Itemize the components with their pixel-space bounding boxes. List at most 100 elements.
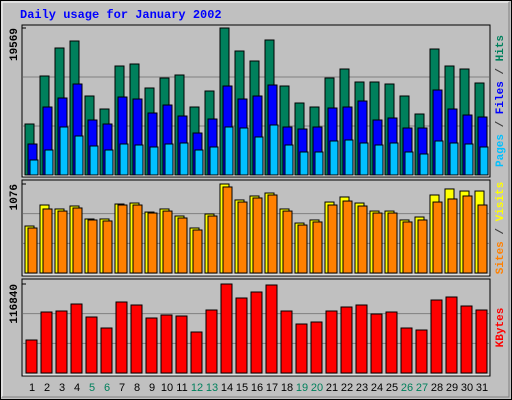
bar <box>57 210 68 274</box>
x-tick-label: 7 <box>119 382 125 394</box>
bar <box>117 204 128 274</box>
bar <box>402 221 413 274</box>
x-tick-label: 19 <box>296 382 308 394</box>
bar <box>344 139 354 176</box>
x-tick-label: 31 <box>476 382 488 394</box>
x-tick-label: 23 <box>356 382 368 394</box>
bar <box>27 227 38 274</box>
bar <box>267 194 278 274</box>
bar <box>400 327 413 374</box>
bar <box>29 159 39 176</box>
bar <box>175 315 188 374</box>
bar <box>192 229 203 274</box>
x-tick-label: 11 <box>176 382 187 394</box>
bar <box>374 144 384 176</box>
x-tick-label: 21 <box>326 382 338 394</box>
bar <box>479 146 489 176</box>
legend-entry: Pages <box>495 134 507 167</box>
x-tick-label: 8 <box>134 382 140 394</box>
x-tick-label: 1 <box>29 382 35 394</box>
bar <box>55 310 68 374</box>
legend-entry: Sites <box>495 241 507 274</box>
x-tick-label: 14 <box>221 382 233 394</box>
legend-entry: Visits <box>495 182 507 222</box>
bar <box>85 316 98 374</box>
bar <box>464 143 474 176</box>
bar <box>42 208 53 274</box>
bar <box>325 310 338 374</box>
bar <box>132 204 143 274</box>
legend-entry: Files <box>495 81 507 114</box>
x-tick-label: 9 <box>149 382 155 394</box>
bar <box>269 124 279 176</box>
bar <box>340 306 353 374</box>
bar <box>419 153 429 176</box>
chart-title: Daily usage for January 2002 <box>20 8 222 22</box>
bar <box>295 323 308 374</box>
bar <box>102 220 113 274</box>
y-tick-label: 19569 <box>9 28 21 61</box>
bar <box>209 146 219 176</box>
bar <box>297 224 308 274</box>
bar <box>134 144 144 176</box>
y-tick-label: 116840 <box>9 284 21 324</box>
bar <box>250 291 263 374</box>
bar <box>222 186 233 274</box>
x-tick-label: 3 <box>59 382 65 394</box>
bar <box>179 142 189 176</box>
bar <box>149 146 159 176</box>
legend-separator: / <box>495 221 507 241</box>
bar <box>327 204 338 274</box>
x-tick-label: 17 <box>266 382 278 394</box>
bar <box>119 143 129 176</box>
bar <box>207 215 218 274</box>
legend: KBytes <box>495 308 507 348</box>
bar <box>282 210 293 274</box>
x-tick-label: 20 <box>311 382 323 394</box>
x-tick-label: 13 <box>206 382 218 394</box>
bar <box>164 143 174 176</box>
bar <box>475 309 488 374</box>
bar <box>220 283 233 374</box>
x-tick-label: 26 <box>401 382 413 394</box>
bar <box>460 305 473 374</box>
bar <box>237 201 248 274</box>
bar <box>387 212 398 274</box>
bar <box>190 331 203 374</box>
bar <box>40 311 53 374</box>
bar <box>239 127 249 176</box>
bar <box>115 301 128 374</box>
x-tick-label: 22 <box>341 382 353 394</box>
x-tick-label: 5 <box>89 382 95 394</box>
bar <box>417 219 428 274</box>
x-tick-label: 30 <box>461 382 473 394</box>
bar <box>342 200 353 274</box>
x-tick-label: 24 <box>371 382 383 394</box>
legend-entry: Hits <box>495 35 507 61</box>
bar <box>87 219 98 274</box>
legend: Pages / Files / Hits <box>495 35 507 167</box>
bar <box>389 142 399 176</box>
x-tick-label: 25 <box>386 382 398 394</box>
bar <box>284 144 294 176</box>
legend: Sites / Visits <box>495 182 507 274</box>
x-tick-label: 10 <box>161 382 173 394</box>
bar <box>312 221 323 274</box>
bar <box>59 126 69 176</box>
bar <box>359 142 369 176</box>
x-tick-label: 18 <box>281 382 293 394</box>
x-tick-label: 12 <box>191 382 203 394</box>
bar <box>160 314 173 374</box>
x-tick-label: 16 <box>251 382 263 394</box>
legend-entry: KBytes <box>495 308 507 348</box>
bar <box>194 149 204 176</box>
bar <box>434 140 444 176</box>
bar <box>205 309 218 374</box>
bar <box>445 296 458 374</box>
bar <box>430 299 443 374</box>
bar <box>314 151 324 176</box>
x-tick-label: 2 <box>44 382 50 394</box>
bar <box>449 142 459 176</box>
